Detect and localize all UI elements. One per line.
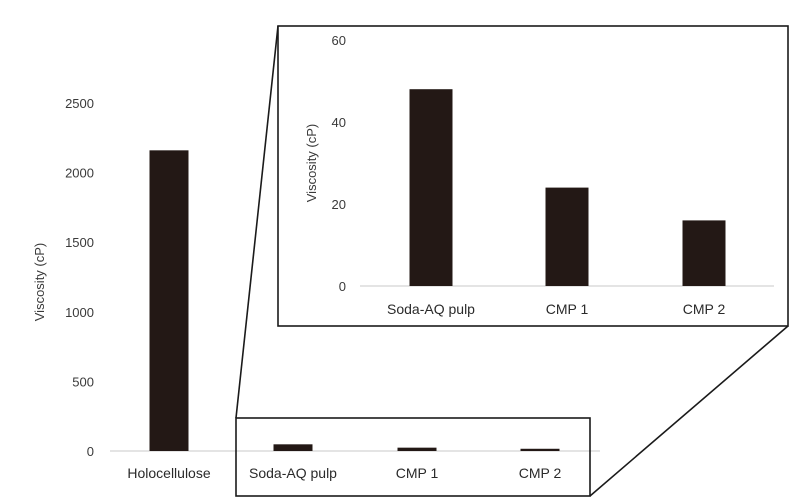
main-bar [520,448,560,451]
inset-bar [682,220,726,286]
main-y-tick-label: 500 [72,374,94,389]
main-bar [273,444,313,451]
inset-category-label: CMP 1 [546,301,589,317]
main-y-tick-label: 1500 [65,235,94,250]
inset-category-labels: Soda-AQ pulp CMP 1 CMP 2 [387,301,725,317]
main-bar [397,447,437,451]
inset-y-ticks: 0 20 40 60 [332,33,346,294]
main-y-axis-title: Viscosity (cP) [32,243,47,322]
main-chart: Viscosity (cP) 0 500 1000 1500 2000 2500 Holo… [32,96,600,481]
main-category-label: Soda-AQ pulp [249,465,337,481]
main-category-label: CMP 1 [396,465,439,481]
main-y-tick-label: 1000 [65,305,94,320]
main-y-tick-label: 2500 [65,96,94,111]
inset-y-tick-label: 0 [339,279,346,294]
inset-y-tick-label: 40 [332,115,346,130]
main-category-labels: Holocellulose Soda-AQ pulp CMP 1 CMP 2 [127,465,561,481]
inset-y-axis-title: Viscosity (cP) [304,124,319,203]
main-bar [149,150,189,451]
inset-y-tick-label: 60 [332,33,346,48]
inset-chart: Viscosity (cP) 0 20 40 60 Soda-AQ pulp CMP 1… [277,25,789,327]
main-y-tick-label: 2000 [65,166,94,181]
zoom-connector-right [589,325,789,497]
main-category-label: CMP 2 [519,465,562,481]
main-bars [149,150,560,451]
zoom-connector-left [235,25,279,419]
inset-category-label: CMP 2 [683,301,726,317]
main-y-tick-label: 0 [87,444,94,459]
inset-y-tick-label: 20 [332,197,346,212]
zoom-indicator [235,25,789,497]
inset-bars [409,89,726,286]
main-y-ticks: 0 500 1000 1500 2000 2500 [65,96,94,459]
inset-bar [409,89,453,286]
inset-category-label: Soda-AQ pulp [387,301,475,317]
main-category-label: Holocellulose [127,465,210,481]
inset-bar [545,187,589,286]
zoom-region-box [235,417,591,497]
